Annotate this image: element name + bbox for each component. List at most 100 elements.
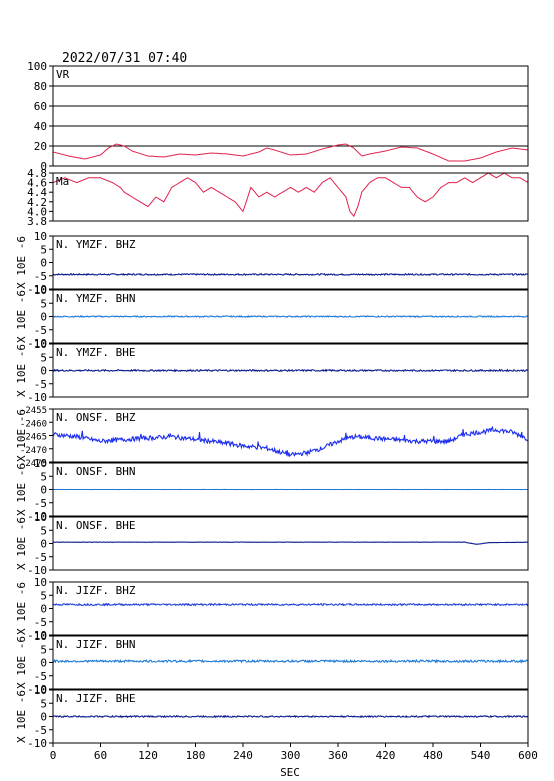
y-tick-label: -2465	[20, 433, 47, 443]
x-axis-label: SEC	[280, 766, 300, 779]
panel-frame	[52, 581, 529, 636]
y-tick-label: 10	[34, 630, 47, 643]
y-tick-label: -2460	[20, 419, 47, 429]
panel-label: Ma	[56, 175, 69, 188]
y-tick-label: 100	[27, 60, 47, 73]
y-tick-label: 4.8	[27, 167, 47, 180]
y-tick-label: 4.6	[27, 177, 47, 190]
y-tick-label: -2455	[20, 406, 47, 416]
x-tick-label: 240	[233, 749, 253, 762]
panel-label: N. YMZF. BHN	[56, 292, 135, 305]
y-tick-label: 5	[40, 524, 47, 537]
y-tick-label: 60	[34, 100, 47, 113]
series-line	[52, 425, 529, 458]
panel-frame	[52, 408, 529, 463]
y-tick-label: -5	[34, 551, 47, 564]
x-tick-label: 180	[186, 749, 206, 762]
series-line	[52, 143, 529, 162]
panel-label: N. JIZF. BHN	[56, 638, 135, 651]
y-tick-label: -5	[34, 670, 47, 683]
y-tick-label: 3.8	[27, 215, 47, 228]
panel-frame	[52, 343, 529, 398]
y-tick-label: -2475	[20, 459, 47, 469]
series-line	[52, 658, 529, 664]
y-tick-label: 5	[40, 297, 47, 310]
y-tick-label: 10	[34, 684, 47, 697]
panel-frame	[52, 635, 529, 690]
y-tick-label: 0	[40, 603, 47, 616]
panel-1: 4.84.64.44.24.03.8 Ma	[27, 167, 529, 228]
panel-label: N. ONSF. BHN	[56, 465, 135, 478]
y-tick-label: 4.4	[27, 186, 47, 199]
panel-frame	[52, 172, 529, 222]
panel-label: N. YMZF. BHZ	[56, 238, 136, 251]
x-axis: 0 60 120 180 240 300 360 420 480 540 600	[50, 743, 538, 762]
panel-frame	[52, 235, 529, 290]
y-tick-label: 5	[40, 643, 47, 656]
y-tick-label: -10	[27, 510, 47, 523]
y-axis-label: X 10E -6	[15, 409, 28, 462]
y-tick-label: 10	[34, 230, 47, 243]
panel-label: N. JIZF. BHZ	[56, 584, 136, 597]
panel-frame	[52, 462, 529, 517]
y-tick-label: 10	[34, 576, 47, 589]
y-tick-label: 0	[40, 365, 47, 378]
y-axis-label: X 10E -6	[15, 582, 28, 635]
series-line	[52, 714, 529, 719]
y-tick-label: -10	[27, 629, 47, 642]
panel-label: N. ONSF. BHE	[56, 519, 135, 532]
panel-label: N. YMZF. BHE	[56, 346, 135, 359]
y-axis-label: X 10E -6	[15, 463, 28, 516]
y-axis-label: X 10E -6	[15, 290, 28, 343]
y-axis-label: X 10E -6	[15, 344, 28, 397]
y-tick-label: 5	[40, 697, 47, 710]
series-line	[52, 314, 528, 319]
y-tick-label: -5	[34, 270, 47, 283]
series-line	[52, 541, 529, 545]
panel-5: -2455 -2460 -2465 -2470 -2475 N. ONSF. BHZ X 1…	[15, 406, 529, 469]
y-tick-label: -5	[34, 616, 47, 629]
panel-label: VR	[56, 68, 70, 81]
panel-frame	[52, 516, 529, 571]
y-tick-label: 5	[40, 351, 47, 364]
y-axis-label: X 10E -6	[15, 236, 28, 289]
x-tick-label: 600	[518, 749, 538, 762]
y-axis-label: X 10E -6	[15, 517, 28, 570]
panel-label: N. ONSF. BHZ	[56, 411, 136, 424]
y-tick-label: 10	[34, 457, 47, 470]
x-tick-label: 360	[328, 749, 348, 762]
y-tick-label: -5	[34, 724, 47, 737]
y-tick-label: 0	[40, 160, 47, 173]
y-axis-label: X 10E -6	[15, 690, 28, 743]
y-tick-label: 0	[40, 657, 47, 670]
panel-0: 100 80 60 40 20 0 VR	[27, 60, 529, 173]
y-tick-label: -10	[27, 391, 47, 404]
y-tick-label: 4.2	[27, 196, 47, 209]
series-line	[52, 172, 529, 218]
x-tick-label: 420	[376, 749, 396, 762]
panel-label: N. JIZF. BHE	[56, 692, 135, 705]
y-tick-label: 20	[34, 140, 47, 153]
y-tick-label: -5	[34, 324, 47, 337]
y-tick-label: 80	[34, 80, 47, 93]
y-tick-label: -10	[27, 337, 47, 350]
x-tick-label: 540	[471, 749, 491, 762]
y-tick-label: -5	[34, 378, 47, 391]
series-line	[52, 602, 529, 607]
y-tick-label: 0	[40, 257, 47, 270]
x-tick-label: 300	[281, 749, 301, 762]
panel-frame	[52, 289, 529, 344]
y-tick-label: -10	[27, 564, 47, 577]
y-tick-label: 5	[40, 589, 47, 602]
x-tick-label: 0	[50, 749, 57, 762]
series-line	[52, 368, 528, 373]
y-tick-label: -5	[34, 497, 47, 510]
